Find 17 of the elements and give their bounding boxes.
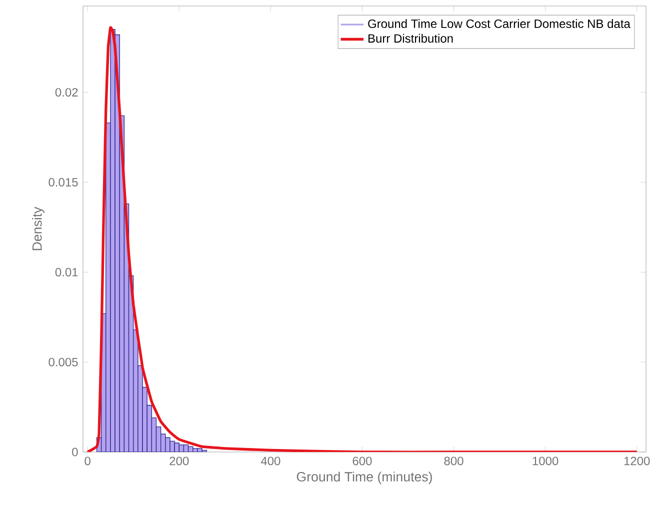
x-axis-title: Ground Time (minutes) <box>296 472 432 484</box>
y-tick-label: 0 <box>72 448 78 456</box>
legend-label: Ground Time Low Cost Carrier Domestic NB data <box>368 19 630 28</box>
x-tick-label: 1200 <box>624 456 650 466</box>
x-tick-label: 1000 <box>532 456 558 466</box>
y-tick-label: 0.02 <box>55 88 78 97</box>
line-series <box>86 26 638 452</box>
y-axis-title: Density <box>32 206 44 250</box>
y-tick-label: 0.01 <box>55 268 78 276</box>
x-tick-label: 400 <box>260 456 280 466</box>
x-tick-label: 0 <box>84 456 90 466</box>
legend-label: Burr Distribution <box>368 34 453 43</box>
x-tick-label: 600 <box>352 456 372 466</box>
y-tick-label: 0.005 <box>48 358 78 366</box>
x-tick-label: 200 <box>170 456 189 466</box>
x-tick-label: 800 <box>444 456 464 466</box>
y-tick-label: 0.015 <box>48 178 78 186</box>
